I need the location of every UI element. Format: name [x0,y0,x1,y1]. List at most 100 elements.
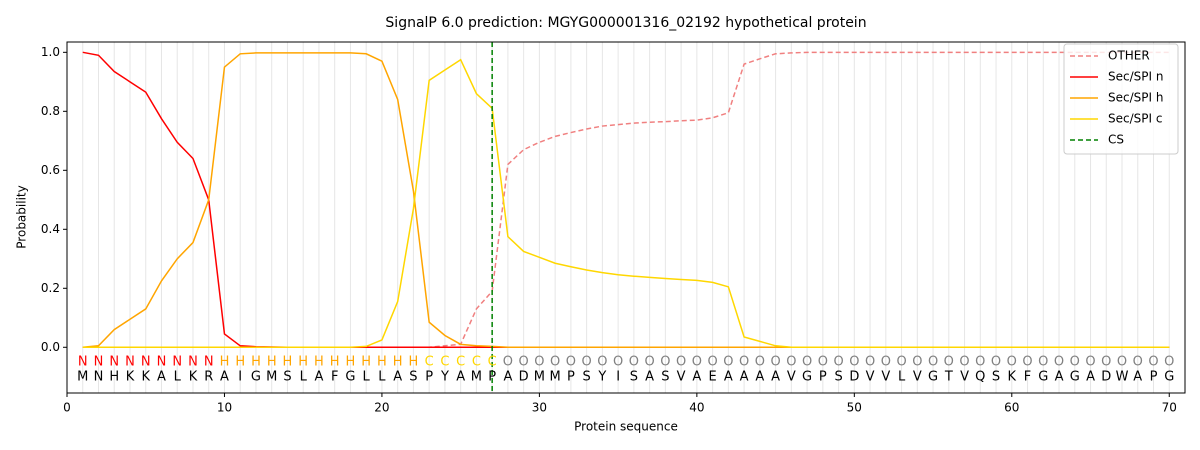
residue: S [630,369,638,384]
residue: A [645,369,654,384]
region-label: H [251,355,261,370]
legend-label: Sec/SPI n [1108,70,1163,84]
residue: T [944,369,953,384]
region-label: N [78,355,88,370]
residue: A [456,369,465,384]
residue: N [94,369,104,384]
residue: S [834,369,842,384]
region-label: O [1085,355,1095,370]
region-label: O [1007,355,1017,370]
residue: F [1024,369,1031,384]
region-label: N [109,355,119,370]
region-label: C [488,355,497,370]
residue: S [661,369,669,384]
residue: A [1133,369,1142,384]
residue: Y [597,369,606,384]
legend-label: CS [1108,133,1124,147]
region-label: N [125,355,135,370]
region-label: O [975,355,985,370]
region-label: H [409,355,419,370]
region-label: O [1133,355,1143,370]
region-label: O [786,355,796,370]
legend-label: Sec/SPI h [1108,91,1163,105]
region-label: H [267,355,277,370]
region-label: H [377,355,387,370]
residue: S [583,369,591,384]
residue: A [771,369,780,384]
plot-frame [66,41,1186,394]
region-label: O [519,355,529,370]
x-tick-label: 70 [1162,401,1177,415]
region-label: O [1038,355,1048,370]
residue: L [378,369,386,384]
chart-title: SignalP 6.0 prediction: MGYG000001316_02… [385,15,866,31]
series-line [82,51,1170,349]
residue: K [1008,369,1017,384]
y-tick-label: 0.8 [41,104,60,118]
region-label: N [94,355,104,370]
region-label: O [849,355,859,370]
residue: G [345,369,355,384]
residue: L [300,369,308,384]
legend-box [1063,43,1179,155]
residue: P [819,369,827,384]
region-label: O [896,355,906,370]
residue: A [157,369,166,384]
residue: G [1038,369,1048,384]
region-label: O [582,355,592,370]
residue: M [550,369,561,384]
residue: D [849,369,859,384]
region-label: O [723,355,733,370]
residue: H [109,369,119,384]
residue: A [724,369,733,384]
residue: A [1055,369,1064,384]
region-label: O [692,355,702,370]
residue: A [740,369,749,384]
region-label: O [676,355,686,370]
region-label: C [472,355,481,370]
region-label: O [928,355,938,370]
residue: K [141,369,150,384]
residue: V [960,369,969,384]
region-label: O [991,355,1001,370]
residue: K [126,369,135,384]
x-tick-label: 40 [689,401,704,415]
region-label: O [755,355,765,370]
residue: M [471,369,482,384]
series-line [82,58,1170,349]
region-label: O [912,355,922,370]
region-label: H [298,355,308,370]
region-label: H [220,355,230,370]
region-label: O [613,355,623,370]
region-label: C [440,355,449,370]
region-label: O [566,355,576,370]
region-label: O [1117,355,1127,370]
region-label: H [346,355,356,370]
x-tick-label: 0 [63,401,71,415]
residue: A [393,369,402,384]
y-axis-label: Probability [15,185,29,248]
residue: M [266,369,277,384]
residue: V [677,369,686,384]
residue: S [283,369,291,384]
region-label: C [425,355,434,370]
residue: P [488,369,496,384]
residue: G [251,369,261,384]
residue: A [1086,369,1095,384]
region-label: H [330,355,340,370]
residue: W [1116,369,1129,384]
series-line [82,51,1170,349]
x-tick-label: 10 [217,401,232,415]
residue: M [534,369,545,384]
residue: G [928,369,938,384]
y-tick-label: 1.0 [41,45,60,59]
region-label: O [597,355,607,370]
region-label: O [1070,355,1080,370]
region-label: O [865,355,875,370]
region-label: C [456,355,465,370]
residue: D [1101,369,1111,384]
x-tick-label: 30 [532,401,547,415]
y-tick-label: 0.2 [41,281,60,295]
residue: F [331,369,338,384]
residue: P [1150,369,1158,384]
